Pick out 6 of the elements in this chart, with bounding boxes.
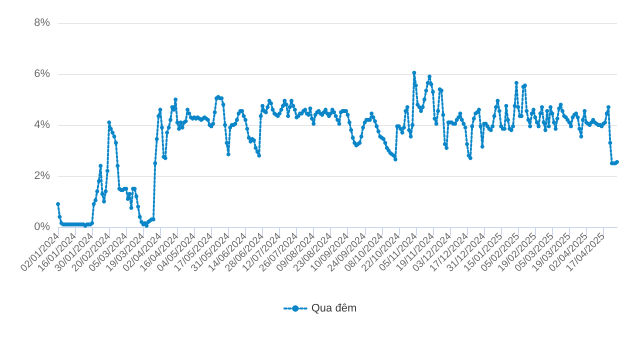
y-tick-label: 8% (34, 17, 50, 29)
y-tick-label: 6% (34, 68, 50, 80)
y-tick-label: 2% (34, 170, 50, 182)
y-tick-label: 4% (34, 119, 50, 131)
legend-label: Qua đêm (311, 302, 357, 314)
y-tick-label: 0% (34, 221, 50, 233)
